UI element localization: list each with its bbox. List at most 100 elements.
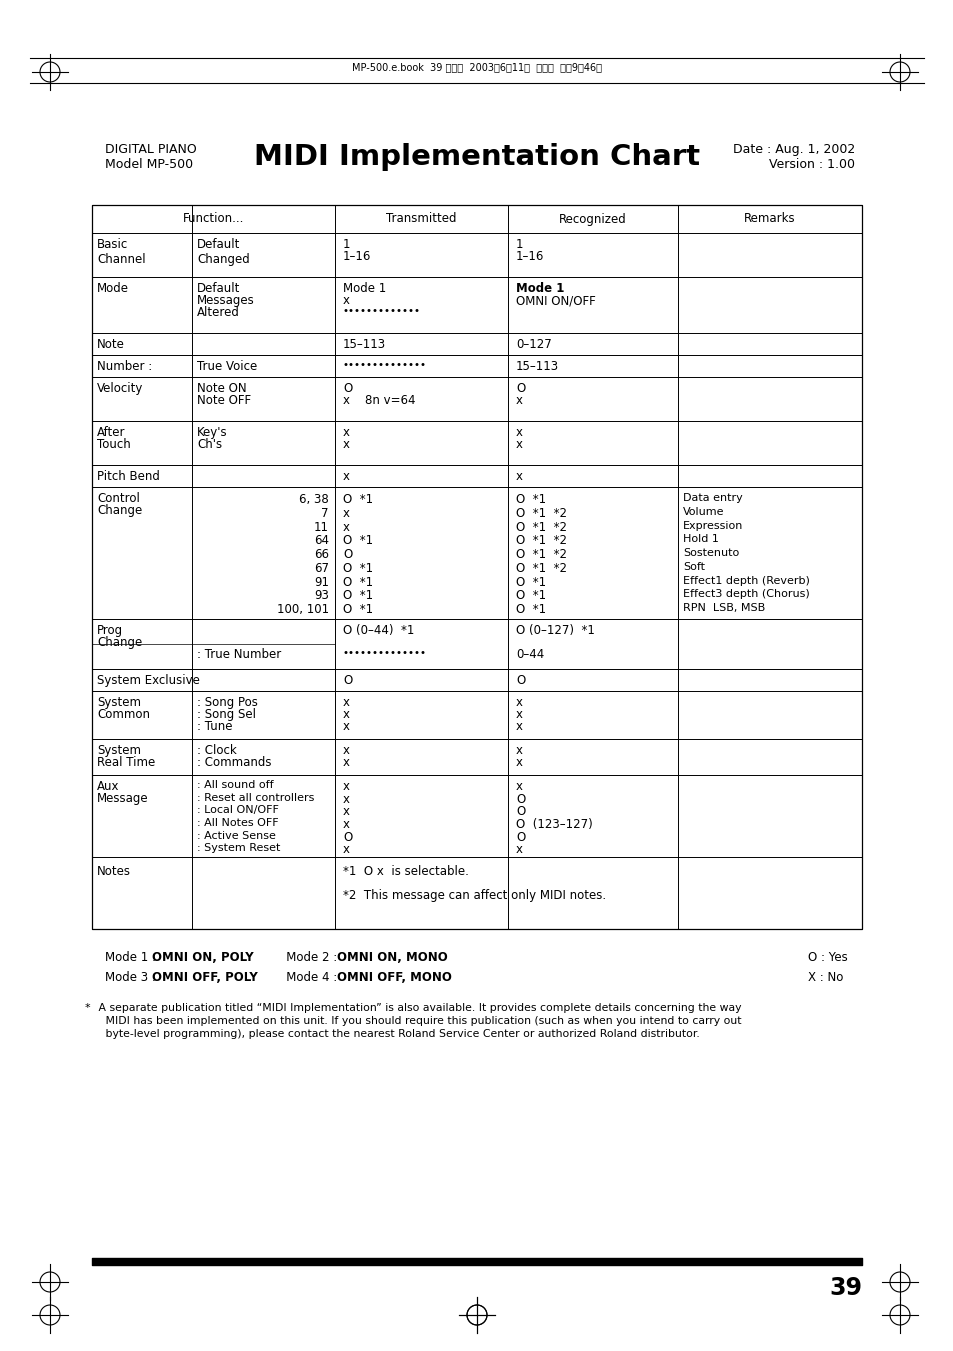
Text: O  *1: O *1 (516, 604, 545, 616)
Text: O  *1: O *1 (516, 576, 545, 589)
Text: 100, 101: 100, 101 (276, 604, 329, 616)
Text: O  *1: O *1 (516, 493, 545, 507)
Text: O  *1: O *1 (343, 576, 373, 589)
Text: Control: Control (97, 492, 140, 505)
Text: : All sound off: : All sound off (196, 780, 274, 790)
Text: 0–44: 0–44 (516, 648, 543, 661)
Text: O  *1  *2: O *1 *2 (516, 535, 566, 547)
Text: Volume: Volume (682, 507, 723, 517)
Text: x: x (343, 520, 350, 534)
Text: 11: 11 (314, 520, 329, 534)
Text: O: O (516, 793, 525, 805)
Text: : Clock: : Clock (196, 744, 236, 757)
Text: Change: Change (97, 504, 142, 517)
Text: x: x (343, 780, 350, 793)
Text: Note OFF: Note OFF (196, 394, 251, 407)
Text: 6, 38: 6, 38 (299, 493, 329, 507)
Text: Aux: Aux (97, 780, 119, 793)
Text: MIDI has been implemented on this unit. If you should require this publication (: MIDI has been implemented on this unit. … (95, 1016, 740, 1025)
Text: Common: Common (97, 708, 150, 721)
Text: Message: Message (97, 792, 149, 805)
Text: x: x (343, 720, 350, 734)
Text: O: O (343, 831, 352, 843)
Text: Messages: Messages (196, 295, 254, 307)
Text: Transmitted: Transmitted (386, 212, 456, 226)
Text: x: x (516, 708, 522, 721)
Text: Pitch Bend: Pitch Bend (97, 470, 160, 484)
Text: : Reset all controllers: : Reset all controllers (196, 793, 314, 802)
Text: Soft: Soft (682, 562, 704, 571)
Text: Remarks: Remarks (743, 212, 795, 226)
Text: X : No: X : No (807, 971, 842, 984)
Text: Mode 3 :: Mode 3 : (105, 971, 159, 984)
Text: x: x (343, 744, 350, 757)
Text: Key's: Key's (196, 426, 228, 439)
Text: x: x (343, 507, 350, 520)
Text: Note: Note (97, 338, 125, 351)
Text: O  *1  *2: O *1 *2 (516, 562, 566, 576)
Text: Effect1 depth (Reverb): Effect1 depth (Reverb) (682, 576, 809, 586)
Text: Function...: Function... (183, 212, 244, 226)
Text: Mode 1: Mode 1 (343, 282, 386, 295)
Text: O: O (516, 805, 525, 819)
Text: Data entry: Data entry (682, 493, 742, 503)
Text: OMNI OFF, POLY: OMNI OFF, POLY (152, 971, 257, 984)
Text: : All Notes OFF: : All Notes OFF (196, 817, 278, 828)
Text: Change: Change (97, 636, 142, 648)
Text: O  *1  *2: O *1 *2 (516, 520, 566, 534)
Text: O  *1  *2: O *1 *2 (516, 507, 566, 520)
Text: True Voice: True Voice (196, 359, 257, 373)
Text: Mode 2 :: Mode 2 : (274, 951, 340, 965)
Text: After: After (97, 426, 126, 439)
Text: Date : Aug. 1, 2002: Date : Aug. 1, 2002 (732, 143, 854, 155)
Text: OMNI ON, MONO: OMNI ON, MONO (336, 951, 447, 965)
Text: Mode 4 :: Mode 4 : (274, 971, 340, 984)
Text: System Exclusive: System Exclusive (97, 674, 200, 688)
Text: x: x (343, 805, 350, 819)
Text: x: x (343, 843, 350, 857)
Text: •••••••••••••: ••••••••••••• (343, 305, 420, 316)
Text: 0–127: 0–127 (516, 338, 551, 351)
Text: Prog: Prog (97, 624, 123, 638)
Text: : Song Sel: : Song Sel (196, 708, 255, 721)
Text: Velocity: Velocity (97, 382, 143, 394)
Text: x: x (343, 426, 350, 439)
Text: x: x (343, 708, 350, 721)
Text: x: x (516, 426, 522, 439)
Text: RPN  LSB, MSB: RPN LSB, MSB (682, 604, 764, 613)
Text: x: x (516, 438, 522, 451)
Text: DIGITAL PIANO: DIGITAL PIANO (105, 143, 196, 155)
Text: Version : 1.00: Version : 1.00 (768, 158, 854, 172)
Text: 39: 39 (828, 1275, 862, 1300)
Text: Model MP-500: Model MP-500 (105, 158, 193, 172)
Text: O (0–44)  *1: O (0–44) *1 (343, 624, 414, 638)
Text: MIDI Implementation Chart: MIDI Implementation Chart (253, 143, 700, 172)
Text: x: x (516, 470, 522, 484)
Text: x: x (343, 438, 350, 451)
Text: x    8n v=64: x 8n v=64 (343, 394, 416, 407)
Text: x: x (516, 696, 522, 709)
Text: x: x (343, 470, 350, 484)
Text: O  *1  *2: O *1 *2 (516, 549, 566, 561)
Text: O: O (343, 674, 352, 688)
Text: x: x (343, 757, 350, 769)
Text: Real Time: Real Time (97, 757, 155, 769)
Text: 93: 93 (314, 589, 329, 603)
Text: O  *1: O *1 (343, 493, 373, 507)
Text: 66: 66 (314, 549, 329, 561)
Text: OMNI ON/OFF: OMNI ON/OFF (516, 295, 595, 307)
Text: *1  O x  is selectable.: *1 O x is selectable. (343, 865, 468, 878)
Text: 15–113: 15–113 (516, 359, 558, 373)
Text: : Commands: : Commands (196, 757, 272, 769)
Text: x: x (516, 780, 522, 793)
Text: x: x (516, 843, 522, 857)
Text: O  *1: O *1 (343, 535, 373, 547)
Text: 1: 1 (516, 238, 523, 251)
Text: O  (123–127): O (123–127) (516, 817, 592, 831)
Text: O (0–127)  *1: O (0–127) *1 (516, 624, 595, 638)
Text: : System Reset: : System Reset (196, 843, 280, 854)
Text: 67: 67 (314, 562, 329, 576)
Text: : Local ON/OFF: : Local ON/OFF (196, 805, 278, 816)
Text: O  *1: O *1 (343, 604, 373, 616)
Text: ••••••••••••••: •••••••••••••• (343, 359, 427, 370)
